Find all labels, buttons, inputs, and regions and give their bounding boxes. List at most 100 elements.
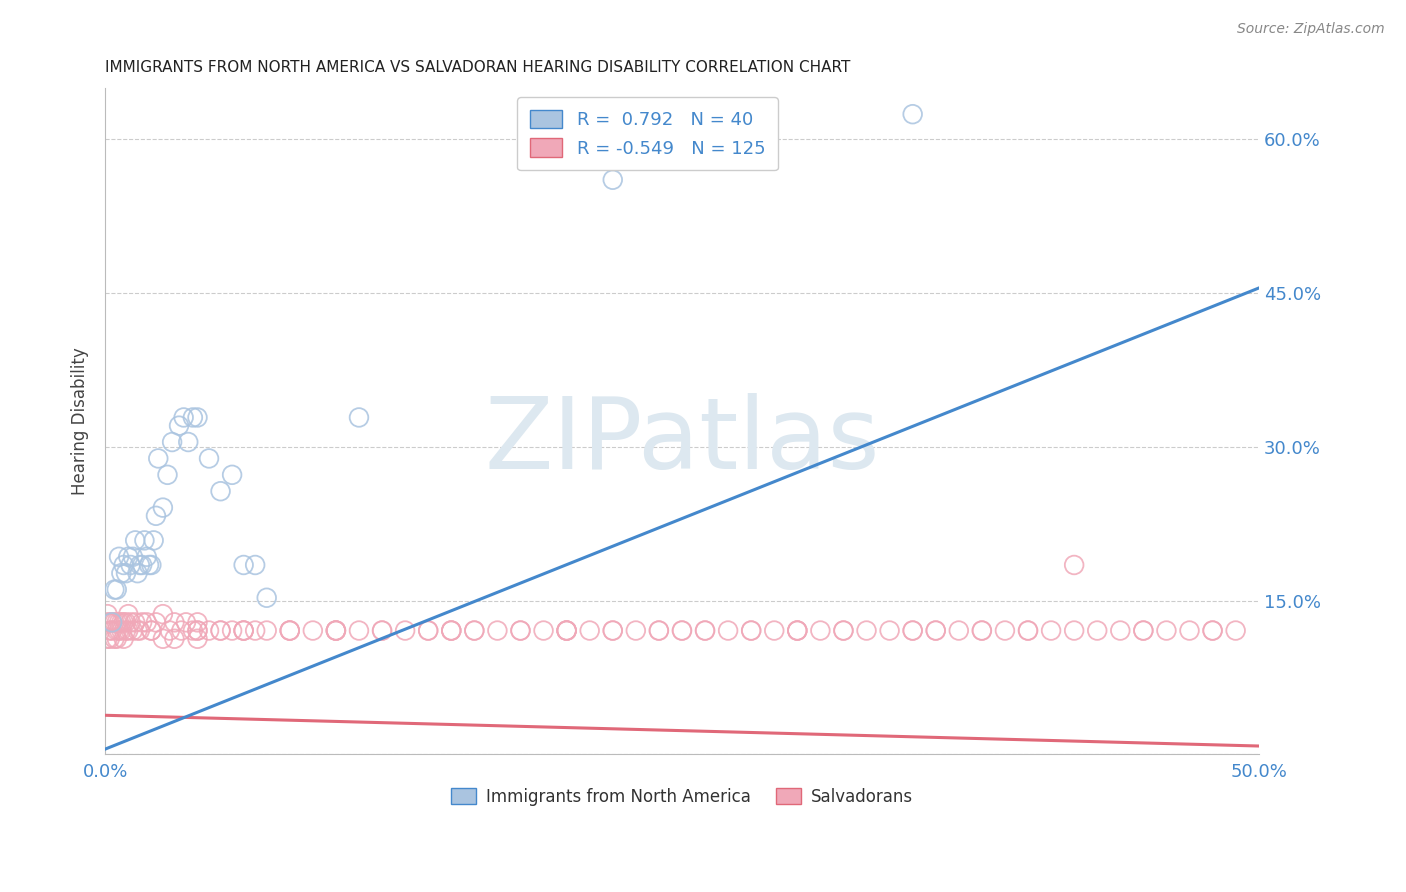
Point <box>173 588 195 602</box>
Point <box>145 649 167 664</box>
Point <box>232 722 254 736</box>
Point <box>174 716 197 731</box>
Point <box>671 722 693 736</box>
Point <box>278 722 301 736</box>
Point <box>96 727 118 741</box>
Point <box>509 722 531 736</box>
Point <box>170 722 193 736</box>
Point <box>763 722 786 736</box>
Point <box>105 727 128 741</box>
Point <box>1040 722 1063 736</box>
Point <box>232 722 254 736</box>
Point <box>624 722 647 736</box>
Point <box>120 716 142 731</box>
Point <box>117 722 139 736</box>
Point <box>901 399 924 413</box>
Point <box>740 322 762 336</box>
Point <box>808 722 831 736</box>
Point <box>141 722 163 736</box>
Point <box>371 722 394 736</box>
Legend: Immigrants from North America, Salvadorans: Immigrants from North America, Salvadora… <box>444 781 920 813</box>
Point <box>105 716 128 731</box>
Point <box>110 716 132 731</box>
Point <box>463 722 485 736</box>
Point <box>108 675 131 690</box>
Point <box>112 727 135 741</box>
Point <box>232 722 254 736</box>
Point <box>832 722 855 736</box>
Point <box>105 696 128 710</box>
Point <box>221 722 243 736</box>
Point <box>112 716 135 731</box>
Point <box>110 686 132 700</box>
Point <box>325 722 347 736</box>
Point <box>135 716 157 731</box>
Point <box>648 722 671 736</box>
Point <box>901 722 924 736</box>
Point <box>602 440 624 454</box>
Point <box>1132 722 1154 736</box>
Point <box>131 716 153 731</box>
Point <box>101 716 124 731</box>
Point <box>181 588 204 602</box>
Text: IMMIGRANTS FROM NORTH AMERICA VS SALVADORAN HEARING DISABILITY CORRELATION CHART: IMMIGRANTS FROM NORTH AMERICA VS SALVADO… <box>105 60 851 75</box>
Point <box>198 614 221 628</box>
Point <box>198 722 221 736</box>
Point <box>243 681 266 695</box>
Point <box>1201 722 1223 736</box>
Point <box>671 722 693 736</box>
Point <box>555 722 578 736</box>
Point <box>101 722 124 736</box>
Point <box>555 722 578 736</box>
Point <box>145 716 167 731</box>
Point <box>693 722 716 736</box>
Point <box>555 722 578 736</box>
Point <box>209 634 232 648</box>
Point <box>855 722 877 736</box>
Y-axis label: Hearing Disability: Hearing Disability <box>72 347 89 495</box>
Point <box>1063 722 1085 736</box>
Point <box>602 722 624 736</box>
Point <box>371 722 394 736</box>
Point <box>167 593 190 607</box>
Point <box>1201 722 1223 736</box>
Point <box>115 716 138 731</box>
Point <box>135 675 157 690</box>
Point <box>181 722 204 736</box>
Point <box>98 716 121 731</box>
Point <box>163 716 186 731</box>
Point <box>925 722 948 736</box>
Point <box>555 722 578 736</box>
Point <box>693 722 716 736</box>
Point <box>1109 722 1132 736</box>
Point <box>925 722 948 736</box>
Point <box>418 722 440 736</box>
Point <box>578 722 600 736</box>
Point <box>243 722 266 736</box>
Point <box>278 722 301 736</box>
Point <box>124 716 146 731</box>
Point <box>141 681 163 695</box>
Point <box>120 681 142 695</box>
Point <box>221 624 243 639</box>
Point <box>186 727 208 741</box>
Point <box>134 665 156 680</box>
Point <box>103 696 125 710</box>
Point <box>124 665 146 680</box>
Point <box>325 722 347 736</box>
Point <box>148 614 170 628</box>
Point <box>347 722 370 736</box>
Point <box>440 722 463 736</box>
Point <box>232 681 254 695</box>
Point <box>1017 722 1039 736</box>
Point <box>138 681 160 695</box>
Point <box>156 624 179 639</box>
Point <box>1017 722 1039 736</box>
Point <box>177 604 200 618</box>
Point <box>152 727 174 741</box>
Point <box>302 722 325 736</box>
Point <box>1156 722 1178 736</box>
Point <box>103 727 125 741</box>
Point <box>347 588 370 602</box>
Point <box>786 722 808 736</box>
